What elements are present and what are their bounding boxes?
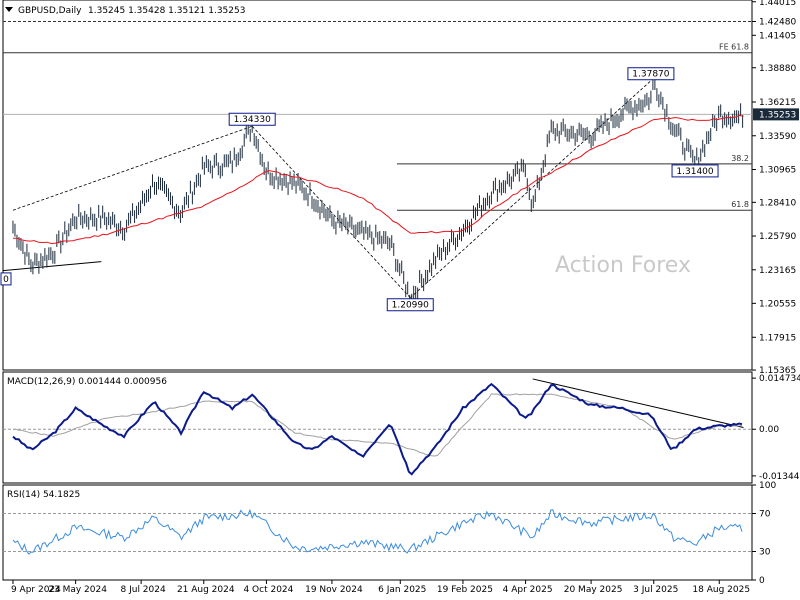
ema-line [13,114,744,245]
macd-layer [3,378,752,476]
dropdown-triangle-icon[interactable] [5,7,13,12]
rsi-line [12,508,743,555]
time-tick-label: 9 Apr 2024 [11,585,61,595]
time-tick-label: 19 Feb 2025 [437,585,493,595]
time-tick-label: 21 Aug 2024 [177,585,235,595]
price-panel-title: GBPUSD,Daily [18,6,82,16]
time-tick-label: 23 May 2024 [48,585,107,595]
price-tick-label: 1.23165 [759,266,796,276]
price-layer: FE 61.8 38.2 61.8 1.34330 1.20990 1.37870 1.31… [0,20,752,312]
rsi-panel-frame [2,484,753,581]
price-tick-label: 1.25790 [759,232,796,242]
price-annotation-label: 1.34330 [234,115,271,125]
macd-trendline [532,378,744,428]
current-price-box [753,108,799,121]
rsi-tick-label: 0 [759,576,765,586]
price-tick-label: 1.42480 [759,17,796,27]
macd-tick-label: -0.013442 [759,472,800,482]
price-panel-ohlc: 1.35245 1.35428 1.35121 1.35253 [88,6,245,16]
macd-tick-label: 0.014734 [759,374,800,384]
rsi-layer [3,508,752,555]
price-annotation-label: 1.20990 [392,301,429,311]
level-label: 38.2 [731,154,749,163]
price-tick-label: 1.15365 [759,366,796,376]
price-tick-label: 1.30965 [759,166,796,176]
price-annotation-box [228,112,276,126]
rsi-tick-label: 70 [759,510,771,520]
current-price-label: 1.35253 [759,110,796,120]
price-tick-label: 1.41405 [759,31,796,41]
macd-panel-title: MACD(12,26,9) 0.001444 0.000956 [7,377,167,387]
axis-layer: 1.44015 1.42480 1.41405 1.38880 1.36215 1.335… [11,0,800,595]
time-tick-label: 6 Jan 2025 [378,585,426,595]
macd-panel-frame [2,371,753,484]
trendline [2,261,102,272]
price-tick-label: 1.20555 [759,299,796,309]
price-annotation-box [627,67,675,81]
price-tick-label: 1.28410 [759,198,796,208]
time-tick-label: 4 Oct 2024 [243,585,293,595]
time-tick-label: 20 May 2025 [564,585,623,595]
rsi-tick-label: 30 [759,548,771,558]
price-annotation-label: 1.31400 [676,167,713,177]
price-tick-label: 1.44015 [759,0,796,8]
time-tick-label: 3 Jul 2025 [633,585,678,595]
level-label: 61.8 [731,200,749,209]
price-annotation-box [386,298,434,312]
price-annotation-box [671,164,719,178]
price-tick-label: 1.33590 [759,132,796,142]
watermark: Action Forex [555,253,691,278]
rsi-tick-label: 100 [759,481,776,491]
panel-frames [2,0,753,581]
time-tick-label: 18 Aug 2025 [692,585,750,595]
price-annotation-label: 0 [3,275,9,285]
time-tick-label: 19 Nov 2024 [305,585,363,595]
price-annotation-label: 1.37870 [632,70,669,80]
price-tick-label: 1.36215 [759,98,796,108]
price-annotation-box [0,272,12,286]
rsi-panel-title: RSI(14) 54.1825 [7,490,80,500]
time-tick-label: 4 Apr 2025 [503,585,553,595]
macd-line [12,382,743,476]
level-label: FE 61.8 [719,43,749,52]
macd-tick-label: 0.00 [759,425,779,435]
price-tick-label: 1.38880 [759,64,796,74]
price-panel-frame [2,0,753,371]
trendline [251,125,411,299]
time-tick-label: 8 Jul 2024 [121,585,166,595]
trendline [12,125,253,211]
price-tick-label: 1.17915 [759,333,796,343]
